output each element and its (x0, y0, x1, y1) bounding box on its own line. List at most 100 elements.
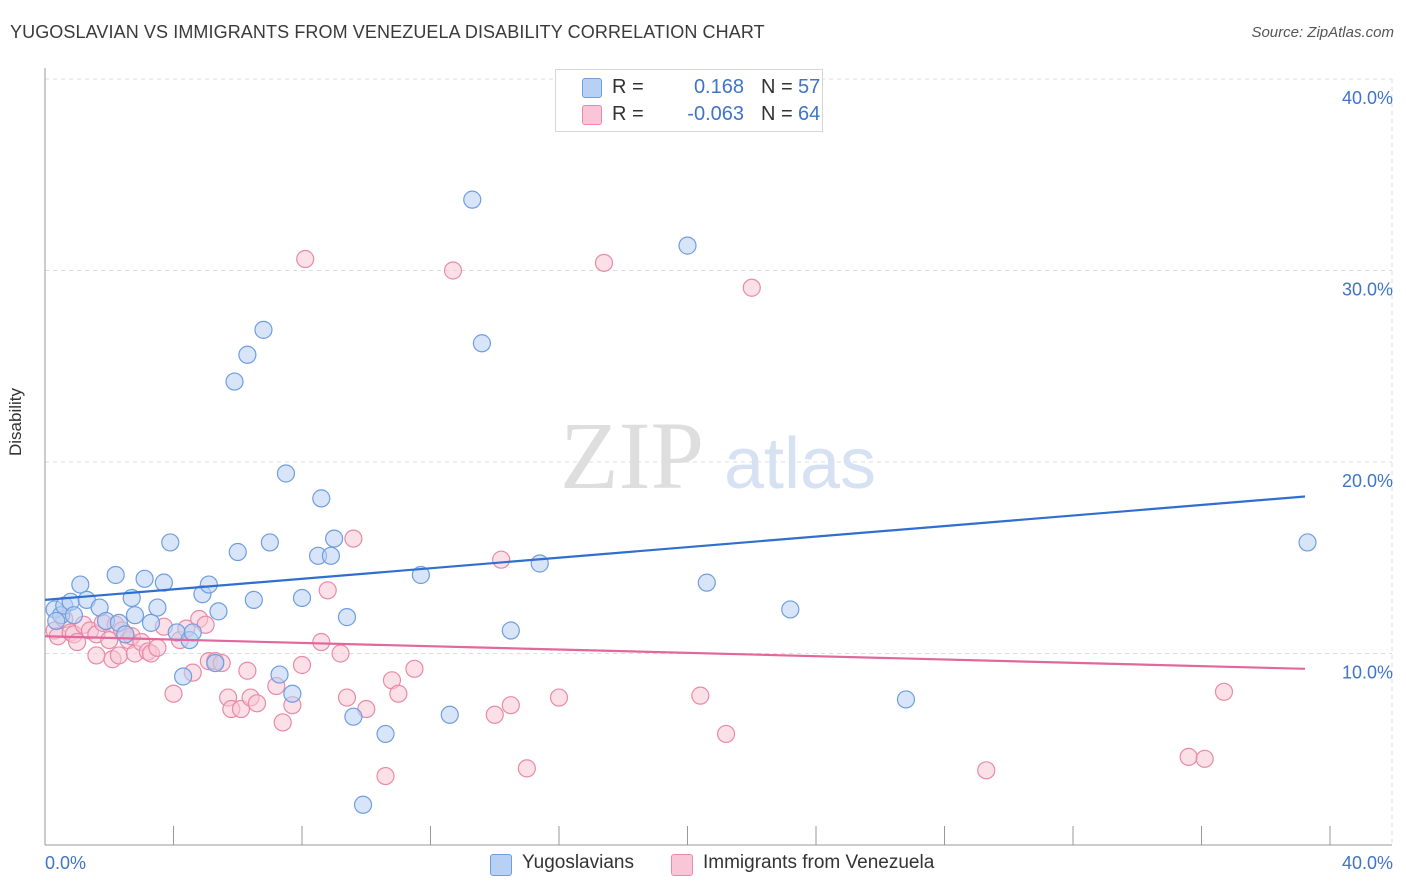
axes (44, 68, 1392, 846)
y-tick-label: 10.0% (1342, 663, 1393, 683)
data-point (292, 588, 312, 608)
data-point (135, 569, 154, 588)
data-point (742, 278, 761, 297)
legend-r-value: 0.168 (693, 76, 744, 98)
trend-line-yugoslavians (44, 495, 1306, 601)
data-point (411, 565, 430, 585)
y-axis-label: Disability (6, 387, 25, 456)
data-point (318, 581, 337, 600)
data-point (148, 638, 167, 657)
data-point (238, 345, 257, 364)
data-point (161, 533, 180, 552)
legend-swatch-pink (671, 854, 693, 876)
data-point (678, 236, 697, 255)
series-yugoslavian-points (45, 190, 1317, 814)
data-point (353, 795, 373, 814)
legend-r-label: R = (612, 76, 644, 98)
data-point (296, 249, 315, 269)
data-point (273, 713, 292, 732)
x-tick-label: 0.0% (45, 853, 86, 873)
data-point (283, 684, 302, 703)
y-tick-label: 30.0% (1342, 280, 1393, 300)
y-tick-label: 40.0% (1342, 88, 1393, 108)
data-point (260, 533, 279, 552)
watermark: ZIP atlas (560, 402, 876, 509)
data-point (691, 686, 710, 705)
data-point (116, 625, 135, 644)
data-point (549, 688, 569, 707)
data-point (312, 489, 331, 508)
legend-swatch-pink (582, 105, 602, 125)
data-point (292, 655, 312, 675)
legend-label: Yugoslavians (522, 852, 634, 873)
data-point (344, 707, 363, 726)
data-point (225, 372, 244, 391)
data-point (781, 600, 800, 619)
x-tick-label: 40.0% (1342, 853, 1393, 873)
data-point (331, 644, 350, 663)
data-point (1179, 747, 1198, 767)
data-point (463, 190, 482, 209)
data-point (376, 724, 395, 744)
data-point (492, 550, 511, 569)
data-point (183, 623, 202, 642)
data-point (71, 575, 90, 594)
trend-line-venezuela (44, 635, 1306, 670)
data-point (321, 546, 341, 565)
data-point (337, 688, 357, 707)
tick-labels: 10.0% 20.0% 30.0% 40.0% 0.0% 40.0% (45, 88, 1393, 873)
data-point (501, 621, 520, 640)
legend-n-value: 64 (798, 103, 821, 125)
legend-swatch-blue (582, 78, 602, 98)
data-point (141, 613, 161, 632)
data-point (254, 320, 273, 339)
data-point (106, 565, 125, 585)
data-point (47, 611, 66, 631)
data-point (337, 608, 357, 627)
legend-n-label: N = (761, 76, 793, 98)
chart-title: YUGOSLAVIAN VS IMMIGRANTS FROM VENEZUELA… (10, 22, 765, 42)
data-point (977, 761, 996, 780)
data-point (174, 667, 193, 686)
data-point (1298, 533, 1317, 552)
data-point (109, 646, 128, 665)
data-point (1195, 749, 1214, 768)
data-point (440, 705, 459, 724)
data-point (594, 253, 614, 272)
data-point (472, 334, 491, 353)
data-point (244, 590, 263, 609)
data-point (716, 724, 736, 744)
data-point (344, 529, 363, 548)
data-point (1214, 682, 1234, 701)
legend-swatch-blue (490, 854, 512, 876)
correlation-legend: R = 0.168 N = 57 R = -0.063 N = 64 (555, 69, 823, 132)
data-point (247, 694, 267, 713)
legend-r-label: R = (612, 103, 644, 125)
data-point (228, 542, 247, 562)
data-point (209, 602, 228, 621)
data-point (87, 646, 106, 665)
data-point (100, 630, 119, 650)
watermark-atlas: atlas (724, 424, 876, 504)
data-point (896, 690, 916, 709)
data-point (206, 653, 225, 673)
data-point (376, 766, 395, 786)
data-point (125, 606, 145, 625)
series-legend: Yugoslavians Immigrants from Venezuela (0, 852, 1406, 878)
source-credit: Source: ZipAtlas.com (1251, 24, 1394, 41)
legend-r-value: -0.063 (687, 103, 744, 125)
data-point (64, 606, 84, 625)
data-point (517, 759, 536, 778)
data-point (405, 659, 424, 678)
trend-lines (44, 495, 1306, 670)
data-point (389, 684, 408, 703)
data-point (199, 575, 218, 594)
data-point (148, 598, 167, 617)
data-point (270, 665, 289, 684)
data-point (164, 684, 183, 703)
data-point (697, 573, 716, 592)
data-point (312, 632, 331, 652)
data-point (501, 696, 520, 715)
data-point (485, 705, 504, 724)
